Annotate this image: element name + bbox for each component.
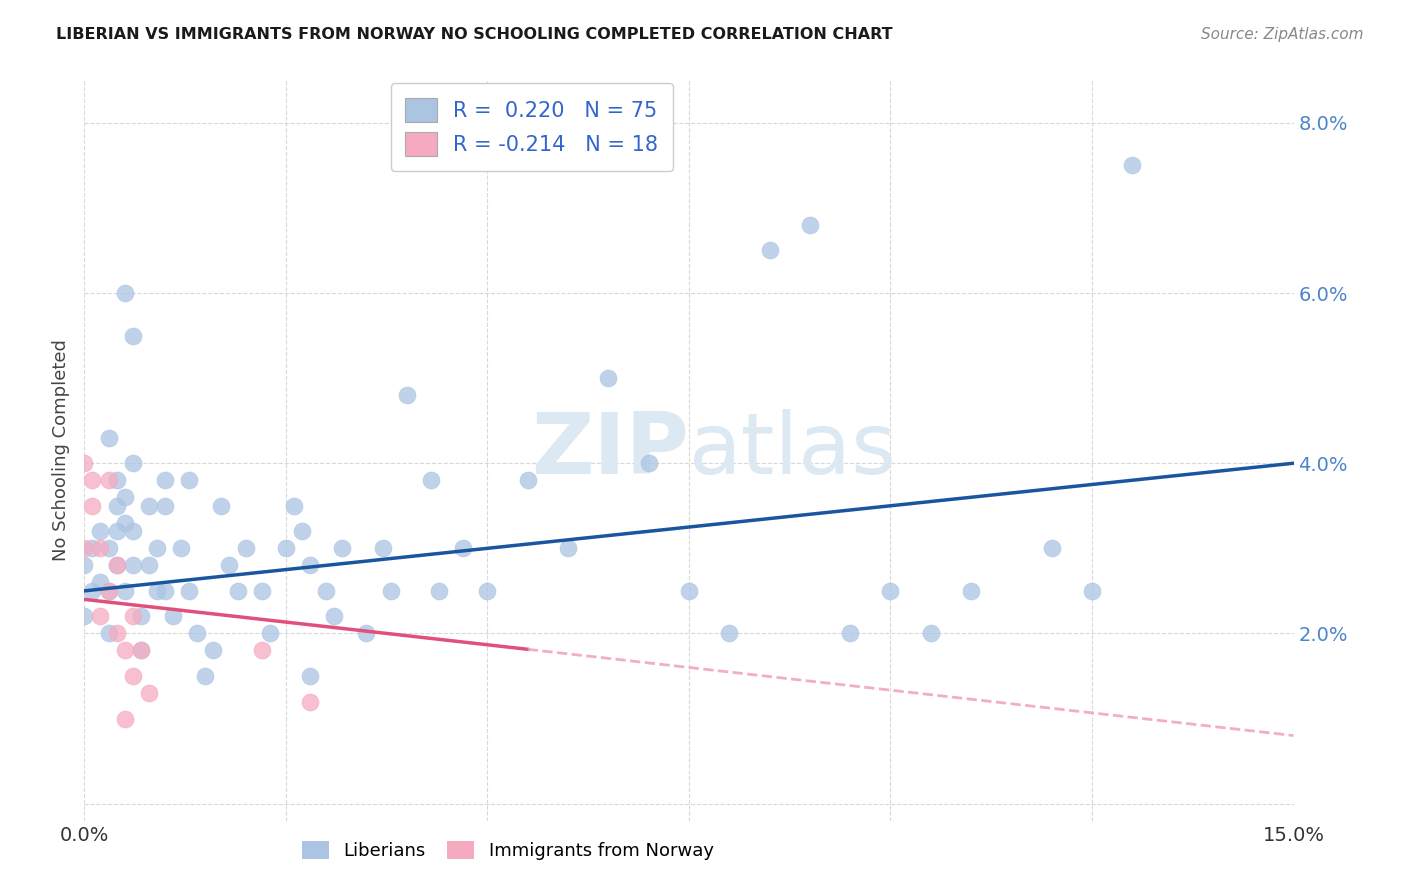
Point: [114, 490, 136, 504]
Point: [209, 499, 232, 513]
Point: [557, 541, 579, 556]
Point: [299, 694, 322, 708]
Point: [146, 583, 169, 598]
Point: [97, 583, 120, 598]
Point: [121, 456, 143, 470]
Point: [114, 583, 136, 598]
Point: [114, 516, 136, 530]
Point: [73, 558, 96, 573]
Point: [89, 524, 111, 539]
Point: [420, 473, 443, 487]
Point: [323, 609, 346, 624]
Point: [97, 473, 120, 487]
Point: [114, 712, 136, 726]
Point: [129, 643, 152, 657]
Point: [121, 328, 143, 343]
Point: [89, 575, 111, 590]
Point: [129, 643, 152, 657]
Text: Source: ZipAtlas.com: Source: ZipAtlas.com: [1201, 27, 1364, 42]
Point: [920, 626, 942, 640]
Point: [1121, 158, 1143, 172]
Point: [356, 626, 378, 640]
Point: [879, 583, 901, 598]
Point: [82, 583, 104, 598]
Point: [146, 541, 169, 556]
Point: [105, 558, 128, 573]
Point: [1081, 583, 1104, 598]
Legend: Liberians, Immigrants from Norway: Liberians, Immigrants from Norway: [294, 833, 721, 867]
Point: [598, 371, 620, 385]
Point: [114, 286, 136, 301]
Point: [153, 473, 176, 487]
Point: [138, 558, 160, 573]
Point: [82, 541, 104, 556]
Point: [73, 456, 96, 470]
Point: [259, 626, 281, 640]
Point: [283, 499, 305, 513]
Point: [250, 643, 273, 657]
Point: [82, 499, 104, 513]
Point: [73, 609, 96, 624]
Point: [718, 626, 741, 640]
Point: [960, 583, 983, 598]
Point: [105, 473, 128, 487]
Point: [1040, 541, 1063, 556]
Point: [218, 558, 240, 573]
Point: [97, 583, 120, 598]
Point: [73, 541, 96, 556]
Point: [97, 431, 120, 445]
Point: [121, 558, 143, 573]
Point: [89, 541, 111, 556]
Point: [105, 626, 128, 640]
Point: [395, 388, 418, 402]
Point: [153, 499, 176, 513]
Point: [202, 643, 225, 657]
Point: [380, 583, 402, 598]
Point: [758, 244, 780, 258]
Point: [179, 473, 201, 487]
Point: [97, 541, 120, 556]
Point: [299, 558, 322, 573]
Point: [170, 541, 193, 556]
Point: [477, 583, 499, 598]
Point: [179, 583, 201, 598]
Point: [315, 583, 337, 598]
Point: [451, 541, 474, 556]
Point: [291, 524, 314, 539]
Point: [235, 541, 257, 556]
Point: [97, 626, 120, 640]
Point: [799, 218, 821, 232]
Point: [121, 524, 143, 539]
Point: [114, 643, 136, 657]
Point: [330, 541, 353, 556]
Point: [186, 626, 208, 640]
Point: [274, 541, 297, 556]
Point: [678, 583, 700, 598]
Point: [194, 669, 217, 683]
Point: [129, 609, 152, 624]
Point: [105, 499, 128, 513]
Point: [138, 499, 160, 513]
Point: [250, 583, 273, 598]
Point: [299, 669, 322, 683]
Text: ZIP: ZIP: [531, 409, 689, 492]
Point: [162, 609, 184, 624]
Point: [839, 626, 862, 640]
Text: atlas: atlas: [689, 409, 897, 492]
Point: [153, 583, 176, 598]
Point: [105, 558, 128, 573]
Point: [82, 473, 104, 487]
Y-axis label: No Schooling Completed: No Schooling Completed: [52, 340, 70, 561]
Point: [121, 669, 143, 683]
Point: [371, 541, 394, 556]
Point: [89, 609, 111, 624]
Point: [427, 583, 450, 598]
Point: [226, 583, 249, 598]
Point: [516, 473, 538, 487]
Point: [637, 456, 659, 470]
Point: [138, 686, 160, 700]
Point: [105, 524, 128, 539]
Text: LIBERIAN VS IMMIGRANTS FROM NORWAY NO SCHOOLING COMPLETED CORRELATION CHART: LIBERIAN VS IMMIGRANTS FROM NORWAY NO SC…: [56, 27, 893, 42]
Point: [121, 609, 143, 624]
